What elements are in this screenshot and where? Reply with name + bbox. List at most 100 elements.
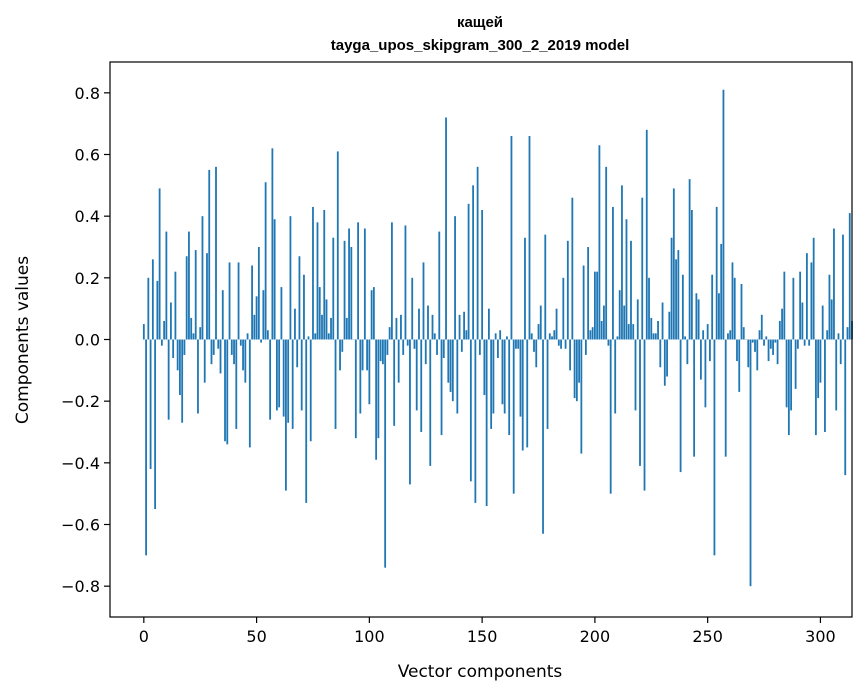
bar <box>456 339 459 414</box>
bar <box>596 271 599 340</box>
x-tick-label: 150 <box>467 627 498 646</box>
bar <box>169 302 172 340</box>
bar <box>442 339 445 358</box>
bar <box>799 271 802 340</box>
bar <box>296 339 299 368</box>
bar <box>156 280 159 340</box>
bar <box>801 302 804 340</box>
bar <box>406 339 409 346</box>
bar <box>300 339 303 411</box>
bar <box>436 339 438 355</box>
bar <box>460 339 463 352</box>
x-tick-label: 50 <box>246 627 266 646</box>
bar <box>476 166 479 340</box>
y-tick-label: −0.8 <box>61 577 100 596</box>
bar <box>142 324 145 340</box>
bar <box>729 330 732 340</box>
bar <box>503 339 506 414</box>
bar <box>749 339 752 587</box>
bar <box>796 339 799 349</box>
bar <box>391 222 393 340</box>
bar <box>336 151 339 340</box>
bar <box>828 274 831 340</box>
bar <box>756 339 759 371</box>
y-tick-label: 0.6 <box>75 146 100 165</box>
bar <box>327 333 330 340</box>
bar <box>201 216 204 340</box>
bar <box>521 339 524 451</box>
bar <box>384 339 387 568</box>
bar <box>447 339 450 383</box>
chart-subtitle: tayga_upos_skipgram_300_2_2019 model <box>331 37 630 54</box>
y-tick-label: −0.6 <box>61 516 100 535</box>
bar <box>226 339 229 445</box>
x-tick-label: 200 <box>580 627 611 646</box>
bar <box>815 339 817 436</box>
bar <box>233 339 235 365</box>
bar <box>600 321 603 340</box>
bar <box>469 339 472 482</box>
bar <box>188 231 190 340</box>
bar <box>607 339 610 346</box>
bar <box>325 299 328 340</box>
bar <box>465 330 468 340</box>
bar <box>670 237 673 340</box>
bar <box>787 339 790 436</box>
bar <box>598 145 601 340</box>
bar <box>537 324 540 340</box>
bar <box>237 262 240 340</box>
bar <box>366 339 369 371</box>
bar <box>643 339 646 491</box>
bar <box>632 324 635 340</box>
bar <box>411 277 414 340</box>
bar <box>260 339 263 343</box>
bar <box>321 314 323 340</box>
bar <box>625 219 628 340</box>
y-tick-label: 0.2 <box>75 269 100 288</box>
bar <box>147 277 150 340</box>
x-tick-label: 100 <box>354 627 385 646</box>
bar <box>697 299 700 340</box>
bar <box>312 206 314 340</box>
bar <box>285 339 287 491</box>
bar <box>343 240 346 340</box>
bar <box>589 330 592 340</box>
bar <box>402 339 405 355</box>
bar <box>524 237 526 340</box>
bar <box>575 339 578 402</box>
bar <box>309 339 312 442</box>
bar <box>760 314 763 340</box>
bar <box>348 228 350 340</box>
bar <box>733 277 736 340</box>
bar <box>713 339 716 556</box>
bar <box>415 339 418 411</box>
bar <box>645 129 648 340</box>
bar <box>377 339 380 439</box>
y-tick-label: 0.0 <box>75 331 100 350</box>
bar <box>217 339 220 349</box>
bar <box>824 339 826 432</box>
bar <box>255 296 258 340</box>
bar <box>395 317 398 340</box>
bar <box>203 339 206 383</box>
bar <box>221 290 224 340</box>
bar <box>185 256 188 340</box>
bar <box>512 339 515 494</box>
bar <box>736 339 738 362</box>
bar <box>262 290 265 340</box>
x-axis-ticks: 0 50 100 150 200 250 300 <box>139 617 836 646</box>
bar <box>555 308 558 340</box>
bar <box>316 222 319 340</box>
bar <box>553 330 556 340</box>
bar <box>805 253 808 340</box>
bar <box>842 234 844 340</box>
bar <box>194 250 197 340</box>
bar <box>176 339 179 371</box>
bar <box>490 339 493 429</box>
bar <box>379 339 382 362</box>
bar <box>763 339 765 346</box>
bar <box>483 339 486 395</box>
bar <box>690 210 693 340</box>
bar <box>742 327 745 340</box>
bar <box>160 339 163 346</box>
